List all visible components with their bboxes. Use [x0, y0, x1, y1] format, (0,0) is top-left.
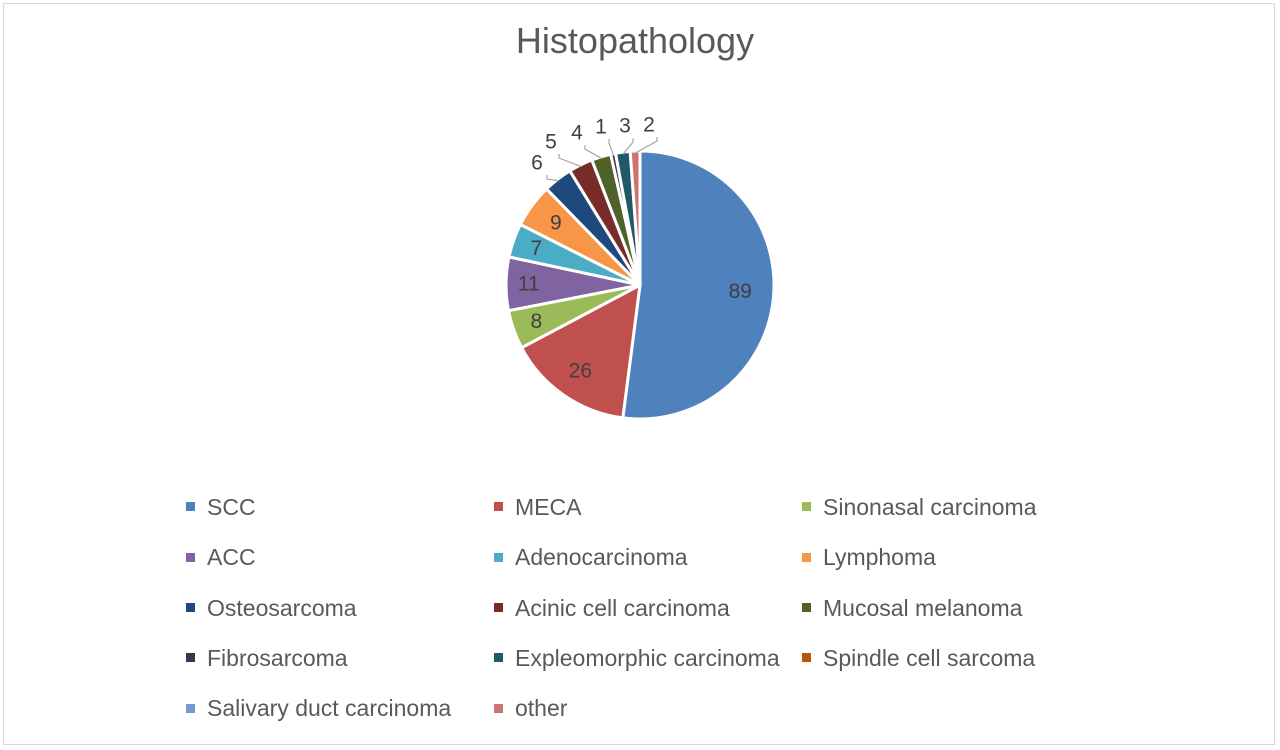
legend-item-scc: SCC	[186, 492, 256, 522]
legend-item-expleomorphic-carcinoma: Expleomorphic carcinoma	[494, 643, 780, 673]
legend-item-spindle-cell-sarcoma: Spindle cell sarcoma	[802, 643, 1035, 673]
legend-label: Osteosarcoma	[207, 594, 357, 621]
data-label-adenocarcinoma: 7	[531, 237, 543, 260]
data-label-meca: 26	[569, 359, 592, 382]
legend-label: Salivary duct carcinoma	[207, 695, 452, 722]
legend-item-other: other	[494, 693, 567, 723]
legend-item-lymphoma: Lymphoma	[802, 542, 936, 572]
leader-line-acinic-cell-carcinoma	[558, 154, 582, 168]
data-label-acc: 11	[518, 273, 540, 296]
legend-swatch	[494, 653, 503, 663]
legend-item-salivary-duct-carcinoma: Salivary duct carcinoma	[186, 693, 451, 723]
data-label-mucosal-melanoma: 4	[571, 122, 583, 145]
legend-item-adenocarcinoma: Adenocarcinoma	[494, 542, 688, 572]
legend-label: SCC	[207, 494, 256, 520]
data-label-scc: 89	[729, 280, 752, 303]
pie-slice-meca	[519, 282, 642, 420]
legend-label: Expleomorphic carcinoma	[515, 644, 780, 671]
legend-label: Adenocarcinoma	[515, 544, 688, 571]
data-label-expleomorphic-carcinoma: 3	[619, 115, 631, 138]
legend-label: Mucosal melanoma	[823, 594, 1023, 621]
leader-line-mucosal-melanoma	[584, 145, 603, 160]
legend-label: Fibrosarcoma	[207, 644, 348, 671]
legend-swatch	[802, 603, 811, 613]
data-label-other: 2	[643, 114, 655, 137]
legend-item-meca: MECA	[494, 492, 581, 522]
legend-item-sinonasal-carcinoma: Sinonasal carcinoma	[802, 492, 1037, 522]
data-label-lymphoma: 9	[550, 212, 562, 235]
legend-swatch	[802, 502, 811, 512]
leader-line-other	[634, 137, 658, 154]
legend-label: ACC	[207, 544, 256, 571]
data-label-sinonasal-carcinoma: 8	[531, 310, 543, 333]
legend-swatch	[802, 653, 811, 663]
legend-item-fibrosarcoma: Fibrosarcoma	[186, 643, 348, 673]
legend-label: MECA	[515, 494, 582, 520]
leader-line-osteosarcoma	[546, 175, 559, 182]
legend-item-osteosarcoma: Osteosarcoma	[186, 593, 357, 623]
legend-swatch	[494, 502, 503, 512]
leader-line-expleomorphic-carcinoma	[622, 138, 634, 155]
legend-swatch	[186, 703, 195, 713]
legend-swatch	[494, 552, 503, 562]
legend-item-acinic-cell-carcinoma: Acinic cell carcinoma	[494, 593, 730, 623]
legend-label: Spindle cell sarcoma	[823, 644, 1036, 671]
legend-swatch	[802, 552, 811, 562]
legend-swatch	[494, 603, 503, 613]
legend-item-mucosal-melanoma: Mucosal melanoma	[802, 593, 1022, 623]
legend-swatch	[186, 603, 195, 613]
legend-swatch	[186, 552, 195, 562]
pie-slice-scc	[621, 149, 776, 421]
data-label-fibrosarcoma: 1	[595, 116, 607, 139]
data-label-acinic-cell-carcinoma: 5	[545, 131, 557, 154]
leader-line-fibrosarcoma	[608, 139, 615, 156]
legend-label: Sinonasal carcinoma	[823, 494, 1037, 520]
legend-label: Lymphoma	[823, 544, 936, 571]
chart-title: Histopathology	[515, 20, 755, 61]
legend-label: Acinic cell carcinoma	[515, 594, 730, 621]
data-label-osteosarcoma: 6	[531, 152, 543, 175]
legend-swatch	[494, 703, 503, 713]
legend-swatch	[186, 653, 195, 663]
legend-label: other	[515, 695, 568, 722]
legend-swatch	[186, 502, 195, 512]
pie-chart: 89 26 8 11 79 65 4 1 3 2	[504, 114, 776, 421]
chart-frame	[3, 3, 1275, 745]
legend-item-acc: ACC	[186, 542, 256, 572]
